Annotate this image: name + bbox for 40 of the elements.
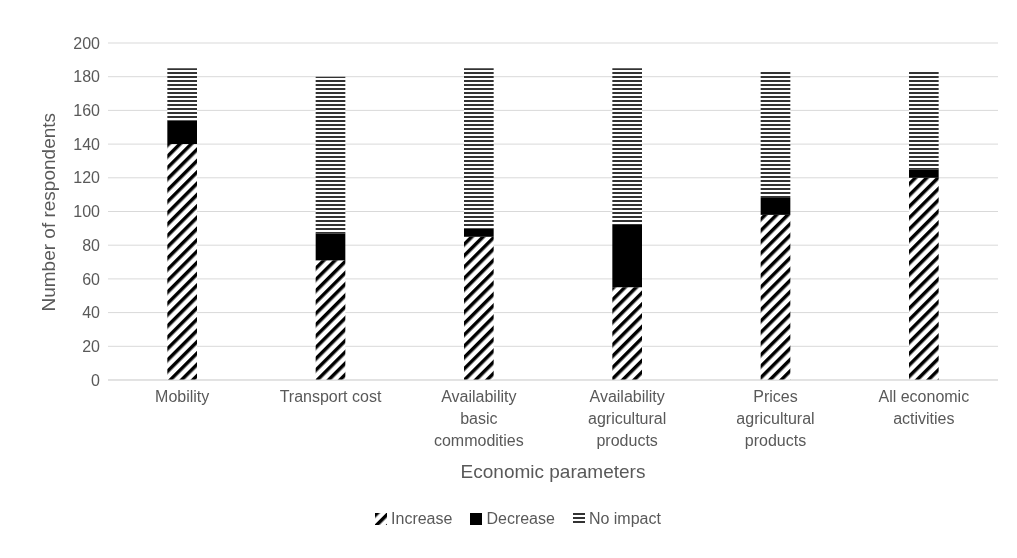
bar bbox=[315, 76, 346, 234]
bar bbox=[909, 69, 939, 170]
bar bbox=[464, 228, 494, 237]
legend-label: No impact bbox=[587, 510, 661, 528]
bar bbox=[167, 120, 197, 145]
y-tick-label: 20 bbox=[82, 337, 101, 355]
bar bbox=[612, 68, 642, 225]
bar bbox=[760, 214, 791, 380]
y-tick-label: 180 bbox=[73, 68, 101, 86]
bar bbox=[167, 68, 197, 121]
y-axis-title: Number of respondents bbox=[37, 112, 59, 312]
bar bbox=[909, 177, 939, 380]
bar bbox=[464, 236, 494, 380]
x-tick-label: Mobility bbox=[155, 388, 210, 405]
legend-label: Decrease bbox=[485, 510, 555, 528]
y-tick-label: 60 bbox=[82, 270, 101, 288]
bar bbox=[760, 69, 791, 199]
y-tick-label: 200 bbox=[73, 34, 101, 52]
bar bbox=[909, 169, 939, 178]
y-tick-label: 100 bbox=[73, 203, 101, 221]
y-tick-label: 40 bbox=[82, 304, 101, 322]
x-tick-label: Prices agricultural products bbox=[736, 388, 815, 449]
bar bbox=[464, 68, 494, 229]
bar bbox=[315, 233, 346, 261]
bar bbox=[612, 287, 642, 380]
x-axis-title: Economic parameters bbox=[460, 461, 646, 482]
bar bbox=[167, 144, 197, 380]
x-tick-label: Availability agricultural products bbox=[588, 388, 667, 449]
x-tick-label: Transport cost bbox=[279, 388, 382, 405]
bar bbox=[612, 224, 642, 288]
x-tick-label: Availability basic commodities bbox=[433, 388, 524, 449]
bar bbox=[315, 260, 346, 380]
x-tick-label: All economic activities bbox=[878, 388, 970, 427]
y-tick-label: 120 bbox=[73, 169, 101, 187]
y-tick-label: 160 bbox=[73, 102, 101, 120]
y-tick-label: 80 bbox=[82, 236, 101, 254]
y-tick-label: 0 bbox=[91, 371, 101, 389]
bar bbox=[760, 198, 791, 215]
legend-label: Increase bbox=[390, 510, 453, 528]
y-tick-label: 140 bbox=[73, 135, 101, 153]
